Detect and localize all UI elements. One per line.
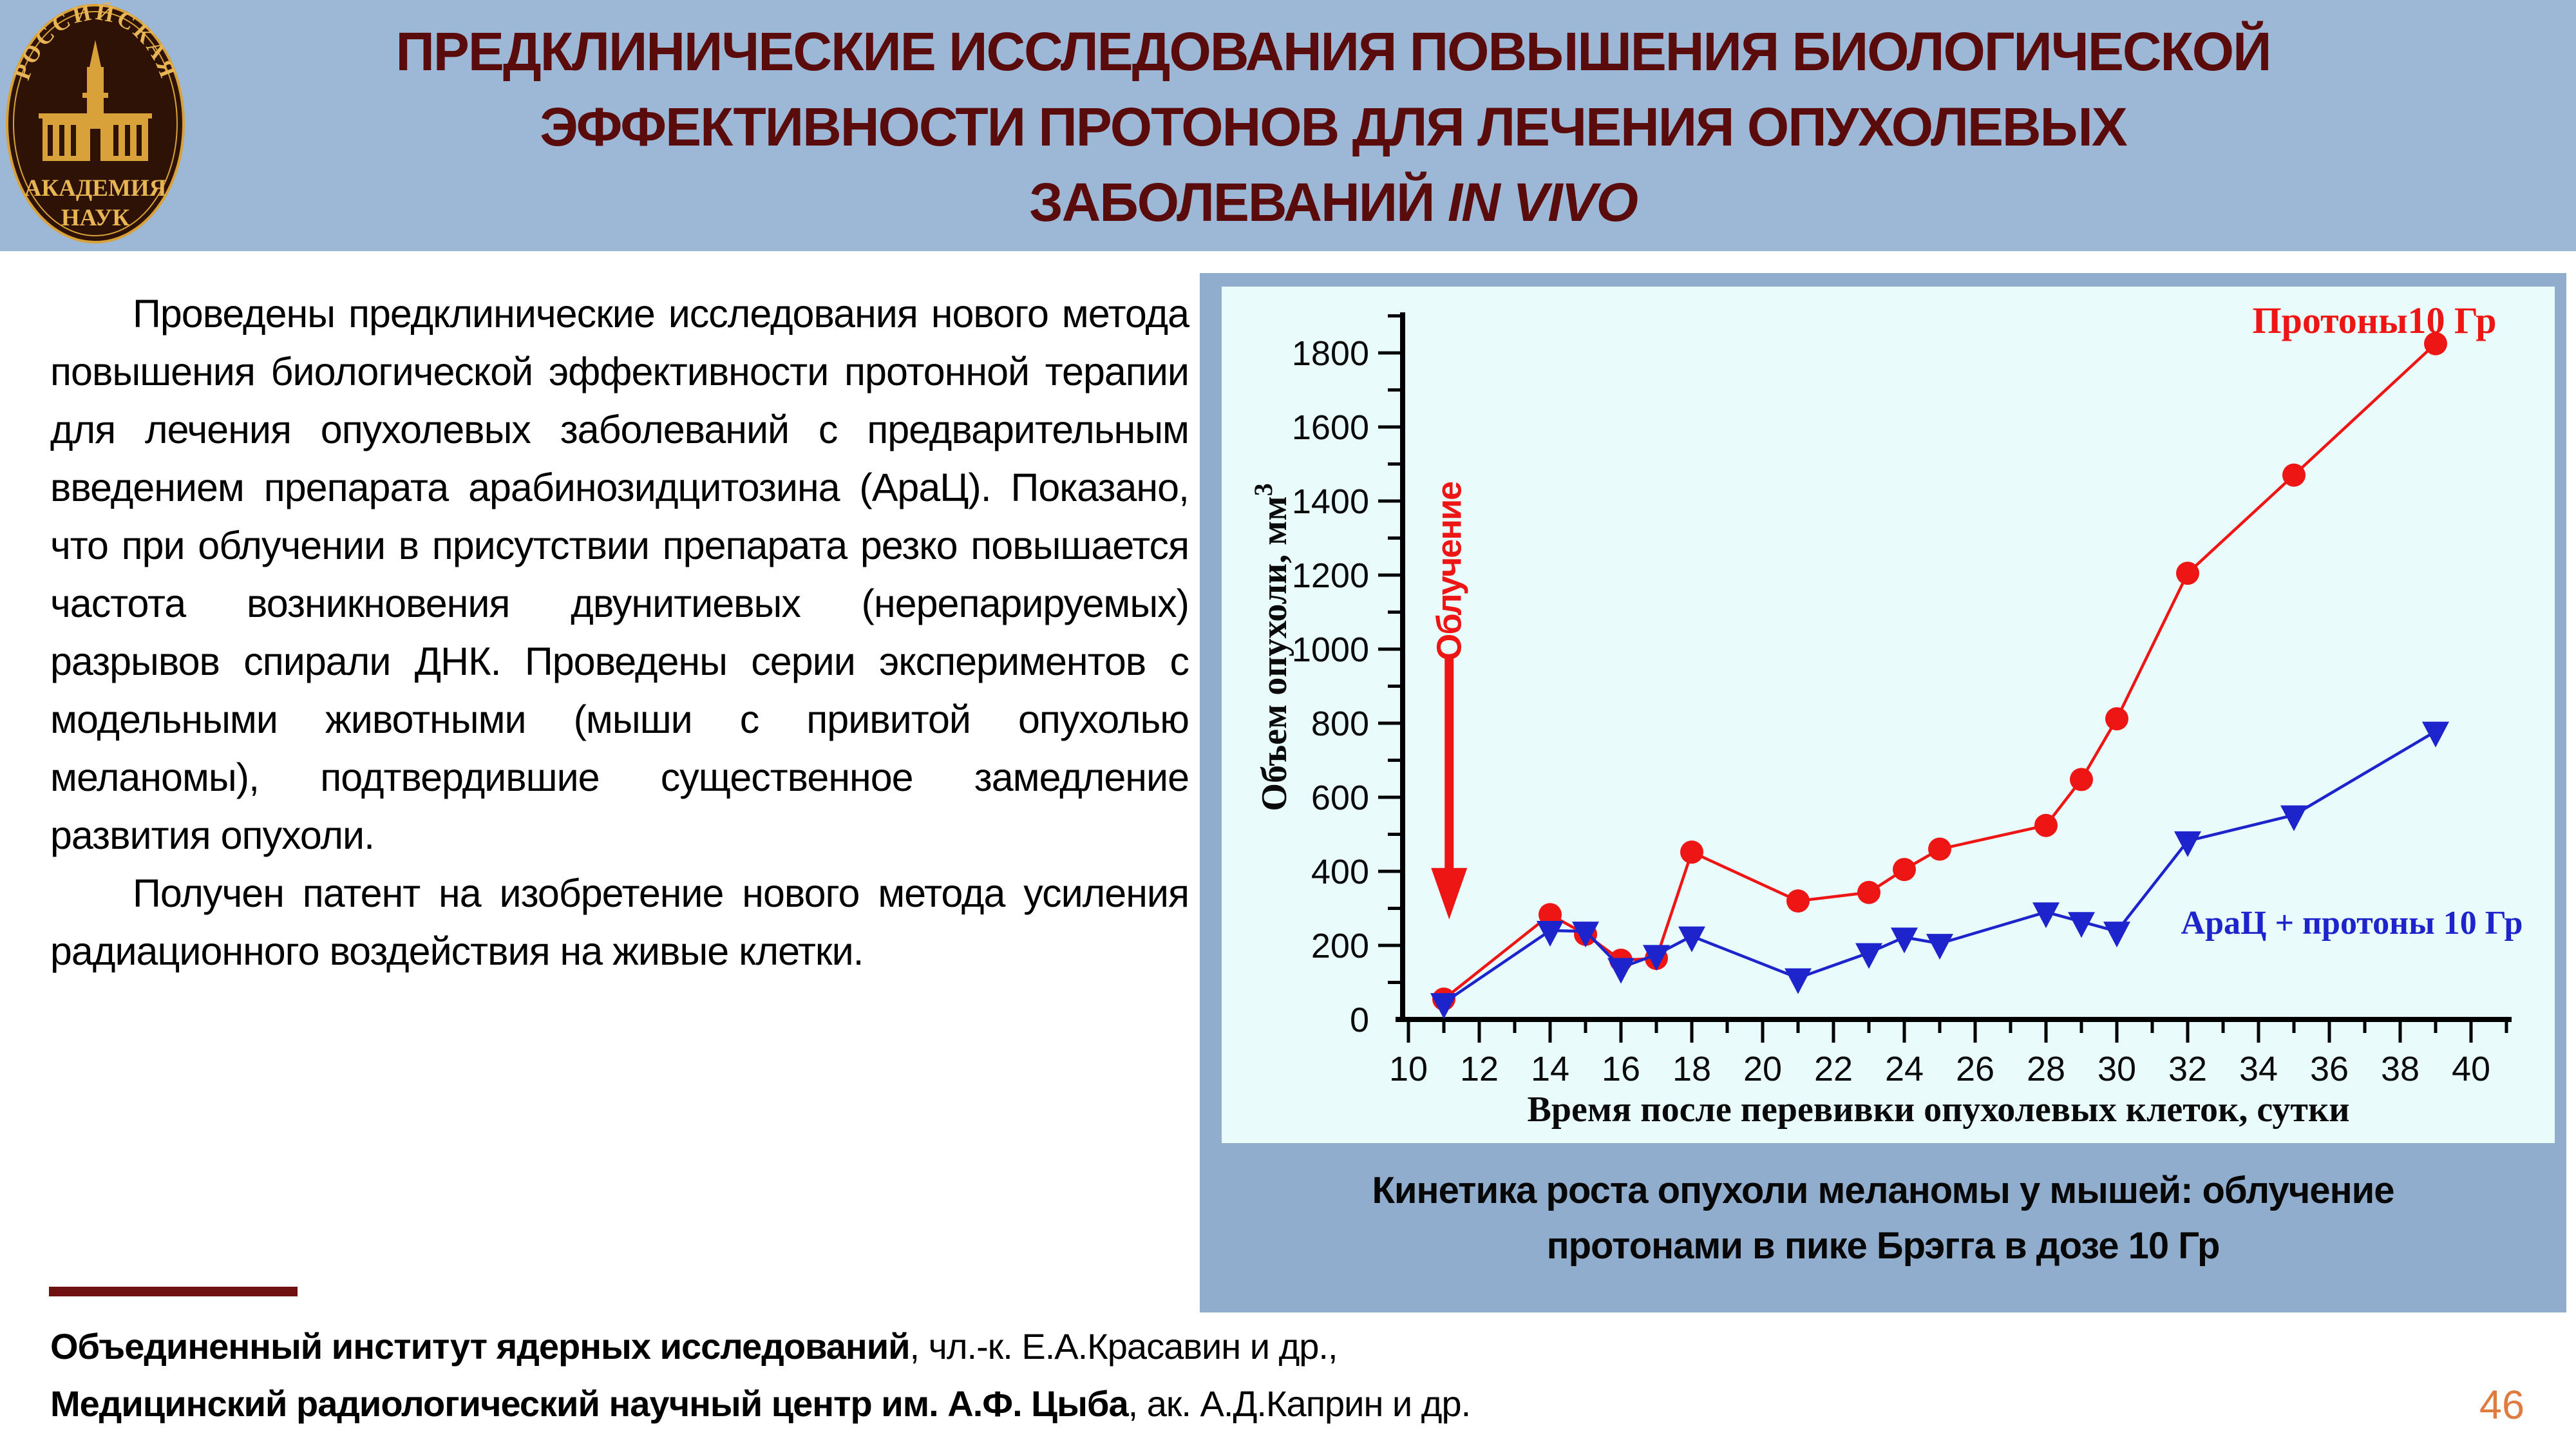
y-tick-label: 400 [1311, 853, 1369, 891]
data-point-triangle [2103, 922, 2130, 948]
x-tick-label: 18 [1672, 1050, 1711, 1088]
slide-title-line3: ЗАБОЛЕВАНИЙ IN VIVO [1029, 172, 1638, 232]
x-tick-label: 38 [2381, 1050, 2420, 1088]
slide-title: ПРЕДКЛИНИЧЕСКИЕ ИССЛЕДОВАНИЯ ПОВЫШЕНИЯ Б… [283, 14, 2383, 240]
y-tick-label: 1400 [1292, 482, 1369, 521]
data-point-triangle [1572, 922, 1599, 948]
x-tick-label: 30 [2098, 1050, 2136, 1088]
figure-panel: 10 12 14 16 18 20 22 24 26 28 30 32 34 36 38 40 0 200 400 6… [1200, 273, 2566, 1312]
data-point-triangle [1891, 927, 1918, 954]
logo-building-icon [39, 40, 152, 161]
data-point-circle [2034, 813, 2058, 837]
data-point-triangle [1537, 921, 1564, 947]
legend-arac-protons: АраЦ + протоны 10 Гр [2181, 905, 2523, 942]
data-point-triangle [1430, 993, 1457, 1019]
data-point-triangle [1678, 926, 1705, 952]
logo-text-line1: АКАДЕМИЯ [24, 175, 167, 202]
x-tick-label: 28 [2027, 1050, 2065, 1088]
y-tick-label: 1000 [1292, 630, 1369, 669]
body-paragraph-1: Проведены предклинические исследования н… [50, 292, 1189, 857]
data-point-circle [2070, 768, 2093, 791]
figure-caption-line2: протонами в пике Брэгга в дозе 10 Гр [1546, 1225, 2221, 1267]
logo-inner-ring [13, 11, 178, 236]
y-tick-label: 600 [1311, 779, 1369, 817]
series-line-1 [1443, 730, 2437, 1004]
ran-logo: РОССИЙСКАЯ АКАДЕМИЯ НАУК [5, 0, 185, 245]
data-point-triangle [1785, 968, 1812, 994]
data-point-triangle [1926, 934, 1953, 960]
y-tick-label: 0 [1350, 1001, 1369, 1039]
data-point-circle [2282, 463, 2306, 487]
x-tick-label: 20 [1743, 1050, 1782, 1088]
data-point-circle [1893, 858, 1916, 882]
data-point-circle [1857, 880, 1880, 904]
data-point-triangle [2280, 805, 2307, 831]
body-paragraph-2: Получен патент на изобретение нового мет… [50, 871, 1189, 973]
y-tick-label: 1600 [1292, 408, 1369, 447]
footer-credits: Объединенный институт ядерных исследован… [50, 1318, 1789, 1432]
data-point-circle [1928, 837, 1951, 861]
header-band [0, 0, 2576, 251]
body-text: Проведены предклинические исследования н… [50, 285, 1189, 980]
figure-caption-line1: Кинетика роста опухоли меланомы у мышей:… [1372, 1170, 2394, 1211]
data-point-triangle [2032, 902, 2060, 929]
data-point-circle [2424, 332, 2447, 355]
data-point-triangle [2422, 721, 2449, 748]
irradiation-arrow-head [1431, 867, 1468, 920]
footer-line1: Объединенный институт ядерных исследован… [50, 1326, 1338, 1367]
data-point-triangle [2068, 912, 2095, 938]
tumor-growth-chart: 10 12 14 16 18 20 22 24 26 28 30 32 34 36 38 40 0 200 400 6… [1222, 287, 2555, 1143]
data-point-triangle [2174, 831, 2201, 857]
x-tick-label: 22 [1814, 1050, 1853, 1088]
data-point-circle [1786, 889, 1810, 913]
x-tick-label: 14 [1531, 1050, 1569, 1088]
series-line-0 [1443, 342, 2437, 1001]
page-number: 46 [2479, 1383, 2524, 1428]
footer-divider [49, 1287, 298, 1296]
legend-protons: Протоны10 Гр [2252, 299, 2496, 341]
data-point-triangle [1855, 943, 1882, 969]
y-axis-title: Объем опухоли, мм3 [1249, 483, 1294, 811]
x-tick-label: 16 [1602, 1050, 1640, 1088]
y-tick-label: 800 [1311, 705, 1369, 743]
footer-line2: Медицинский радиологический научный цент… [50, 1383, 1471, 1424]
x-tick-label: 36 [2310, 1050, 2349, 1088]
y-tick-label: 200 [1311, 927, 1369, 965]
data-point-circle [1680, 840, 1703, 864]
x-tick-label: 40 [2452, 1050, 2490, 1088]
data-point-triangle [1607, 958, 1634, 984]
data-point-circle [2176, 562, 2199, 585]
data-point-triangle [1643, 945, 1670, 971]
logo-text-line2: НАУК [61, 205, 129, 231]
irradiation-label: Облучение [1430, 482, 1468, 661]
y-tick-label: 1200 [1292, 556, 1369, 595]
slide-title-line1: ПРЕДКЛИНИЧЕСКИЕ ИССЛЕДОВАНИЯ ПОВЫШЕНИЯ Б… [395, 21, 2271, 82]
x-tick-label: 24 [1885, 1050, 1924, 1088]
x-tick-label: 10 [1389, 1050, 1428, 1088]
x-tick-label: 34 [2239, 1050, 2278, 1088]
x-tick-label: 12 [1460, 1050, 1499, 1088]
slide-title-line2: ЭФФЕКТИВНОСТИ ПРОТОНОВ ДЛЯ ЛЕЧЕНИЯ ОПУХО… [540, 97, 2128, 157]
data-point-circle [1539, 903, 1562, 927]
data-point-circle [2105, 707, 2128, 731]
y-tick-label: 1800 [1292, 334, 1369, 373]
x-tick-label: 32 [2168, 1050, 2207, 1088]
slide-title-invivo: IN VIVO [1447, 172, 1638, 232]
x-axis-title: Время после перевивки опухолевых клеток,… [1528, 1090, 2350, 1130]
figure-caption: Кинетика роста опухоли меланомы у мышей:… [1200, 1163, 2566, 1274]
x-tick-label: 26 [1956, 1050, 1994, 1088]
